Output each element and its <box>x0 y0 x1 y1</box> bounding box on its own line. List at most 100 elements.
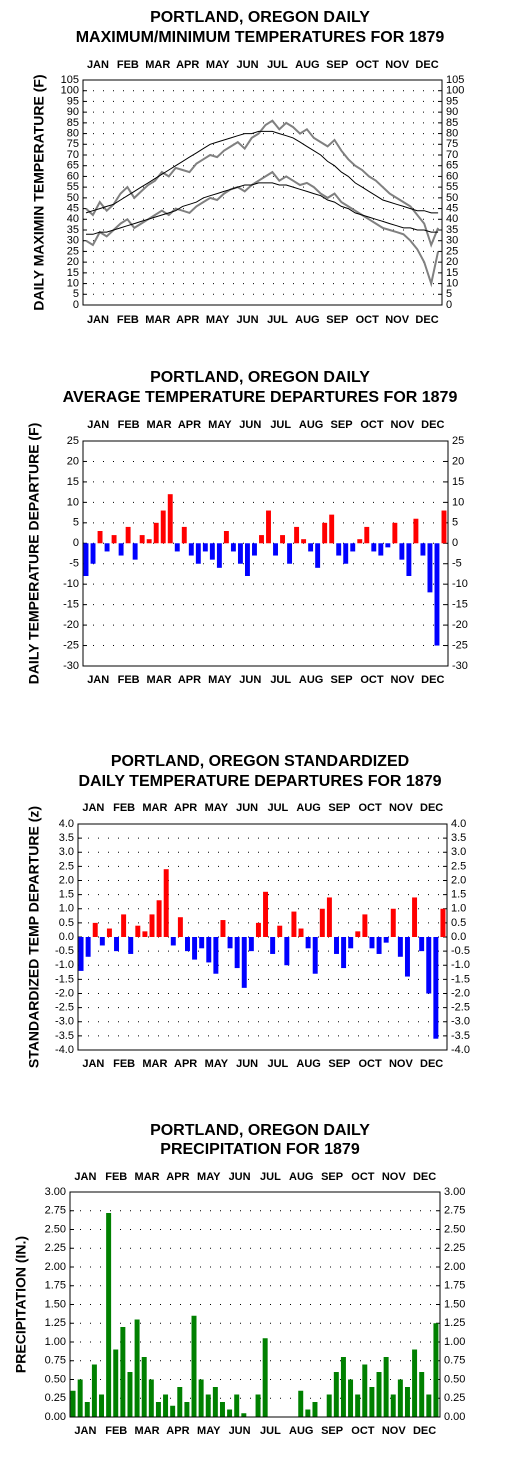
bar <box>259 535 264 544</box>
bar <box>199 937 205 949</box>
bar <box>192 937 198 960</box>
y-tick-label: 100 <box>446 85 464 97</box>
y-tick-label: -20 <box>452 619 468 631</box>
bar <box>406 543 412 576</box>
bar <box>426 937 432 994</box>
month-label: DEC <box>415 314 438 326</box>
y-tick-label: 3.5 <box>451 832 466 844</box>
month-label: OCT <box>360 674 384 686</box>
month-label: JUL <box>260 1171 281 1183</box>
bar <box>177 1387 183 1417</box>
y-tick-label: 30 <box>446 235 458 247</box>
y-tick-label: 4.0 <box>59 818 74 830</box>
y-tick-label: 5 <box>446 288 452 300</box>
bar <box>433 1323 439 1417</box>
month-label: FEB <box>117 59 139 71</box>
bar <box>383 937 389 943</box>
bar <box>340 1357 346 1417</box>
bar <box>343 543 349 564</box>
y-tick-label: 105 <box>446 74 464 86</box>
y-tick-label: -3.0 <box>55 1016 74 1028</box>
month-label: FEB <box>113 802 135 814</box>
bar <box>227 1409 233 1417</box>
bar <box>291 911 297 937</box>
y-tick-label: -3.5 <box>451 1030 470 1042</box>
bar <box>92 922 98 937</box>
bar <box>263 891 269 937</box>
bar <box>404 1387 410 1417</box>
y-tick-label: 10 <box>446 277 458 289</box>
y-tick-label: 2.5 <box>451 860 466 872</box>
bar <box>106 1213 112 1417</box>
y-tick-label: 0.75 <box>45 1355 66 1367</box>
month-label: SEP <box>331 419 353 431</box>
bar <box>419 1372 425 1417</box>
bar <box>390 908 396 937</box>
y-tick-label: 2.75 <box>45 1205 66 1217</box>
bar <box>326 1394 332 1417</box>
y-tick-label: 35 <box>67 224 79 236</box>
month-label: JUL <box>270 419 291 431</box>
y-tick-label: -20 <box>63 619 79 631</box>
bar <box>128 937 134 954</box>
plot-frame <box>82 440 449 667</box>
bar <box>181 526 187 544</box>
y-tick-label: -5 <box>69 558 79 570</box>
month-label: SEP <box>326 314 348 326</box>
month-label: JUN <box>239 674 261 686</box>
y-tick-label: 105 <box>61 74 79 86</box>
month-label: JUN <box>237 314 259 326</box>
bar <box>266 510 271 544</box>
chart-title: PORTLAND, OREGON DAILY <box>150 369 370 386</box>
y-tick-label: -10 <box>63 578 79 590</box>
y-tick-label: 60 <box>446 170 458 182</box>
y-tick-label: 0 <box>73 299 79 311</box>
month-label: MAY <box>206 314 230 326</box>
bar <box>427 543 433 593</box>
y-tick-label: 0 <box>452 537 458 549</box>
bar <box>77 1379 83 1417</box>
month-label: OCT <box>360 419 384 431</box>
y-tick-label: 1.00 <box>45 1336 66 1348</box>
bar <box>184 1402 190 1417</box>
month-label: SEP <box>328 802 350 814</box>
bar <box>397 937 403 957</box>
bar <box>362 1364 368 1417</box>
bar <box>371 543 377 552</box>
bar <box>312 1402 318 1417</box>
y-tick-label: 95 <box>446 95 458 107</box>
month-label: AUG <box>295 59 319 71</box>
bar <box>230 543 236 552</box>
bar <box>319 908 325 937</box>
y-tick-label: -2.0 <box>55 987 74 999</box>
y-tick-label: 10 <box>67 277 79 289</box>
month-label: DEC <box>413 1425 436 1437</box>
y-tick-label: 35 <box>446 224 458 236</box>
bar <box>315 543 321 568</box>
bar <box>298 928 304 937</box>
bar <box>113 1349 119 1417</box>
bar <box>78 937 84 971</box>
bar <box>134 1319 140 1417</box>
month-label: AUG <box>299 674 323 686</box>
y-tick-label: 75 <box>67 138 79 150</box>
month-label: JUN <box>229 1425 251 1437</box>
y-tick-label: 45 <box>446 202 458 214</box>
month-label: NOV <box>389 1058 414 1070</box>
month-label: DEC <box>420 802 443 814</box>
y-tick-label: 15 <box>446 267 458 279</box>
bar <box>234 937 240 969</box>
y-tick-label: 20 <box>67 256 79 268</box>
month-label: DEC <box>420 1058 443 1070</box>
plot-frame <box>77 823 448 1051</box>
bar <box>255 922 261 937</box>
month-label: JAN <box>74 1171 96 1183</box>
bar <box>206 937 212 963</box>
month-label: NOV <box>382 1171 407 1183</box>
bar <box>149 914 155 937</box>
month-label: JUN <box>229 1171 251 1183</box>
y-tick-label: 1.50 <box>444 1298 465 1310</box>
bar <box>125 526 131 544</box>
